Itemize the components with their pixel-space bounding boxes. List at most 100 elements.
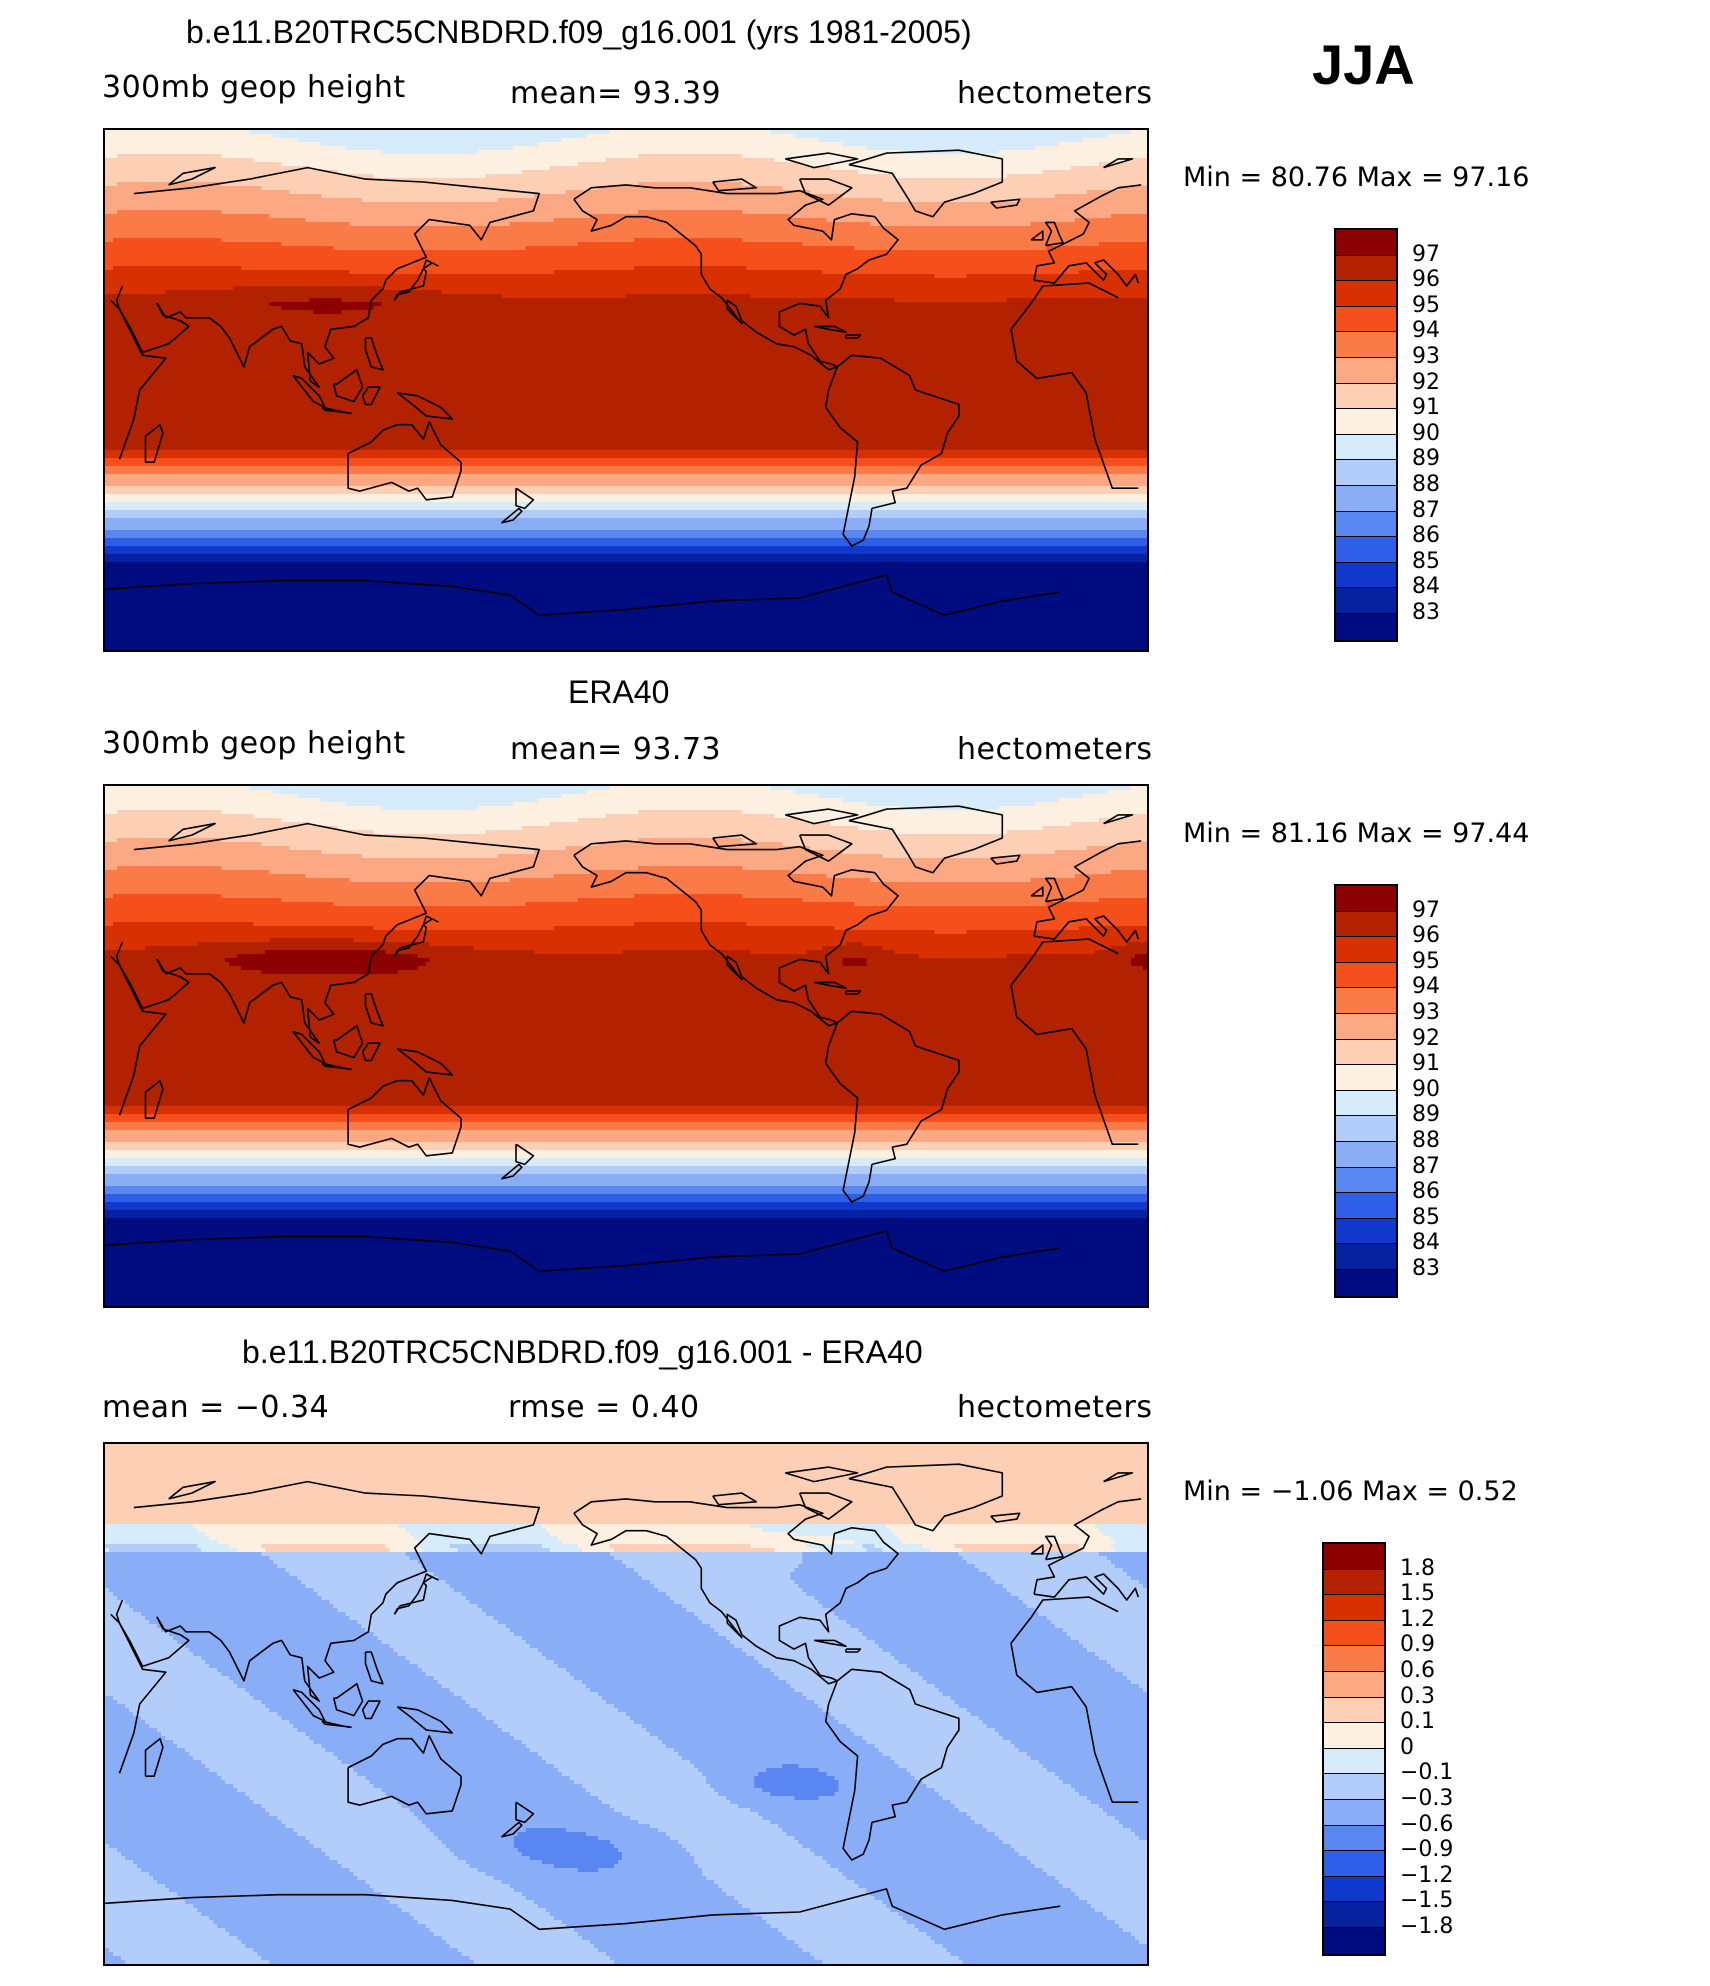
coastline <box>292 1688 326 1723</box>
contour-band <box>914 1924 1120 1929</box>
contour-band <box>1114 1564 1147 1569</box>
panel1-units: hectometers <box>957 76 1153 111</box>
contour-band <box>105 1824 286 1829</box>
contour-band <box>1070 166 1147 171</box>
contour-band <box>934 1940 1140 1945</box>
contour-band <box>105 1294 1147 1299</box>
contour-band <box>185 1644 391 1649</box>
contour-band <box>774 1548 819 1553</box>
contour-band <box>105 1130 1147 1135</box>
panel2-mean: mean= 93.73 <box>510 732 722 767</box>
contour-band <box>105 498 1147 503</box>
coastline <box>500 1163 523 1180</box>
contour-band <box>894 1532 1104 1537</box>
contour-band <box>1086 846 1147 851</box>
contour-band <box>273 1560 419 1565</box>
contour-band <box>762 1664 908 1669</box>
contour-band <box>105 1516 1147 1521</box>
contour-band <box>621 950 751 955</box>
contour-band <box>105 378 1147 383</box>
contour-band <box>105 1852 122 1857</box>
contour-band <box>381 150 479 155</box>
contour-band <box>113 894 222 899</box>
contour-band <box>105 270 351 275</box>
colorbar-tick-label: 89 <box>1412 1102 1440 1128</box>
contour-band <box>185 1748 327 1753</box>
contour-band <box>349 878 511 883</box>
coastline <box>292 1030 326 1065</box>
panel2-title: ERA40 <box>568 674 670 710</box>
contour-band <box>485 1612 695 1617</box>
colorbar-swatch <box>1324 1569 1384 1596</box>
contour-band <box>609 1552 803 1557</box>
contour-band <box>1114 1816 1147 1821</box>
contour-band <box>297 1728 503 1733</box>
contour-band <box>634 922 747 927</box>
contour-band <box>609 786 771 791</box>
contour-band <box>718 1792 771 1797</box>
contour-band <box>177 1744 323 1749</box>
contour-band <box>105 574 1147 579</box>
contour-band <box>974 1564 1116 1569</box>
coastline <box>1103 814 1134 825</box>
contour-band <box>722 1888 868 1893</box>
contour-band <box>105 1752 190 1757</box>
contour-band <box>309 1840 443 1845</box>
contour-band <box>553 270 823 275</box>
contour-band <box>1106 790 1147 795</box>
contour-band <box>1110 214 1147 219</box>
contour-band <box>105 910 1147 915</box>
contour-band <box>241 266 635 271</box>
contour-band <box>105 1736 166 1741</box>
contour-band <box>105 1002 1147 1007</box>
contour-band <box>265 950 387 955</box>
contour-band <box>750 294 1147 299</box>
contour-band <box>105 1038 1147 1043</box>
contour-band <box>782 1828 988 1833</box>
contour-band <box>457 1548 551 1553</box>
contour-band <box>585 1788 715 1793</box>
contour-band <box>105 1528 198 1533</box>
contour-band <box>533 950 623 955</box>
contour-band <box>814 1852 1020 1857</box>
coastline <box>393 1581 428 1615</box>
contour-band <box>309 822 551 827</box>
contour-band <box>261 1804 403 1809</box>
contour-band <box>353 938 1147 943</box>
contour-band <box>105 646 1147 650</box>
contour-band <box>902 1540 1116 1545</box>
contour-band <box>409 1808 615 1813</box>
contour-band <box>802 1948 948 1953</box>
contour-band <box>469 1600 675 1605</box>
coastline <box>500 507 523 524</box>
contour-band <box>694 1612 835 1617</box>
contour-band <box>105 1030 1147 1035</box>
contour-band <box>834 1612 1040 1617</box>
contour-band <box>445 1844 515 1849</box>
contour-band <box>718 1884 860 1889</box>
contour-band <box>473 1960 615 1964</box>
contour-band <box>105 1234 1147 1239</box>
contour-band <box>934 1684 1140 1689</box>
contour-band <box>501 1880 715 1885</box>
coastline <box>1010 938 1119 986</box>
contour-band <box>1130 1680 1147 1685</box>
contour-band <box>309 166 551 171</box>
contour-band <box>105 622 1147 627</box>
contour-band <box>1106 1556 1147 1561</box>
contour-band <box>105 1592 114 1597</box>
colorbar-tick-label: 0.3 <box>1400 1683 1435 1709</box>
contour-band <box>105 194 323 199</box>
contour-band <box>521 826 860 831</box>
contour-band <box>421 1540 563 1545</box>
contour-band <box>105 530 1147 535</box>
contour-band <box>1054 1772 1147 1777</box>
contour-band <box>429 1928 575 1933</box>
contour-band <box>742 210 1147 215</box>
contour-band <box>894 1760 1040 1765</box>
contour-band <box>1034 1864 1147 1869</box>
contour-band <box>613 1864 699 1869</box>
contour-band <box>261 186 599 191</box>
contour-band <box>714 1880 856 1885</box>
contour-band <box>802 818 1100 823</box>
